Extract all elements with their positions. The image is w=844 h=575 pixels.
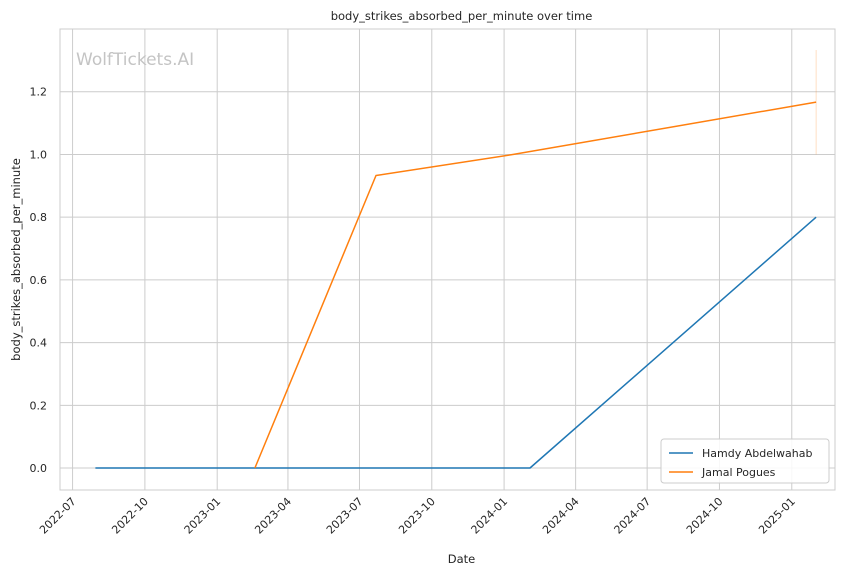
chart-title: body_strikes_absorbed_per_minute over ti…: [331, 9, 593, 23]
y-tick-label: 0.0: [30, 462, 48, 475]
legend-label: Hamdy Abdelwahab: [702, 447, 812, 460]
y-tick-label: 1.0: [30, 148, 48, 161]
y-tick-label: 0.8: [30, 211, 48, 224]
legend: Hamdy Abdelwahab Jamal Pogues: [660, 438, 830, 484]
plot-frame: [59, 28, 836, 491]
watermark: WolfTickets.AI: [76, 50, 194, 70]
series-line: [254, 101, 817, 469]
x-axis-label: Date: [448, 552, 476, 566]
y-tick-label: 0.2: [30, 399, 48, 412]
y-tick-label: 1.2: [30, 86, 48, 99]
y-tick-label: 0.4: [30, 337, 48, 350]
y-axis-label: body_strikes_absorbed_per_minute: [9, 158, 23, 361]
y-tick-label: 0.6: [30, 274, 48, 287]
y-tick-labels: 0.0 0.2 0.4 0.6 0.8 1.0 1.2: [30, 86, 48, 475]
series-layer: [95, 50, 817, 469]
series-line: [95, 216, 817, 469]
legend-label: Jamal Pogues: [701, 466, 776, 479]
legend-box: [660, 438, 830, 484]
